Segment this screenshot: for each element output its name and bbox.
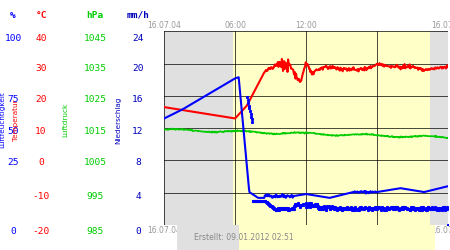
Text: Temperatur: Temperatur	[14, 99, 19, 141]
Bar	[177, 225, 239, 250]
Text: %: %	[10, 10, 16, 20]
Text: 16: 16	[132, 96, 144, 104]
Text: 12: 12	[132, 127, 144, 136]
Text: 1005: 1005	[84, 158, 107, 167]
Text: 0: 0	[135, 227, 141, 236]
Text: 20: 20	[132, 64, 144, 73]
Text: 1025: 1025	[84, 96, 107, 104]
Bar	[164, 31, 233, 225]
Text: 40: 40	[35, 34, 47, 43]
Text: 10: 10	[35, 127, 47, 136]
Text: 75: 75	[7, 96, 19, 104]
Text: 995: 995	[87, 192, 104, 201]
Text: Erstellt: 09.01.2012 02:51: Erstellt: 09.01.2012 02:51	[194, 233, 293, 242]
Text: 0: 0	[10, 227, 16, 236]
Text: 30: 30	[35, 64, 47, 73]
Text: °C: °C	[35, 10, 47, 20]
Text: 50: 50	[7, 127, 19, 136]
Text: hPa: hPa	[87, 10, 104, 20]
Text: 1035: 1035	[84, 64, 107, 73]
Text: 24: 24	[132, 34, 144, 43]
Text: -20: -20	[32, 227, 50, 236]
Text: Niederschlag: Niederschlag	[115, 96, 121, 144]
Text: Luftdruck: Luftdruck	[63, 103, 69, 137]
Text: 985: 985	[87, 227, 104, 236]
Bar	[430, 31, 448, 225]
Text: mm/h: mm/h	[126, 10, 149, 20]
Text: 8: 8	[135, 158, 141, 167]
Text: 4: 4	[135, 192, 141, 201]
Text: 0: 0	[38, 158, 44, 167]
Text: Luftfeuchtigkeit: Luftfeuchtigkeit	[0, 92, 5, 148]
Text: 1045: 1045	[84, 34, 107, 43]
Bar	[239, 225, 435, 250]
Text: 20: 20	[35, 96, 47, 104]
Text: 25: 25	[7, 158, 19, 167]
Text: 100: 100	[4, 34, 22, 43]
Text: -10: -10	[32, 192, 50, 201]
Text: 1015: 1015	[84, 127, 107, 136]
